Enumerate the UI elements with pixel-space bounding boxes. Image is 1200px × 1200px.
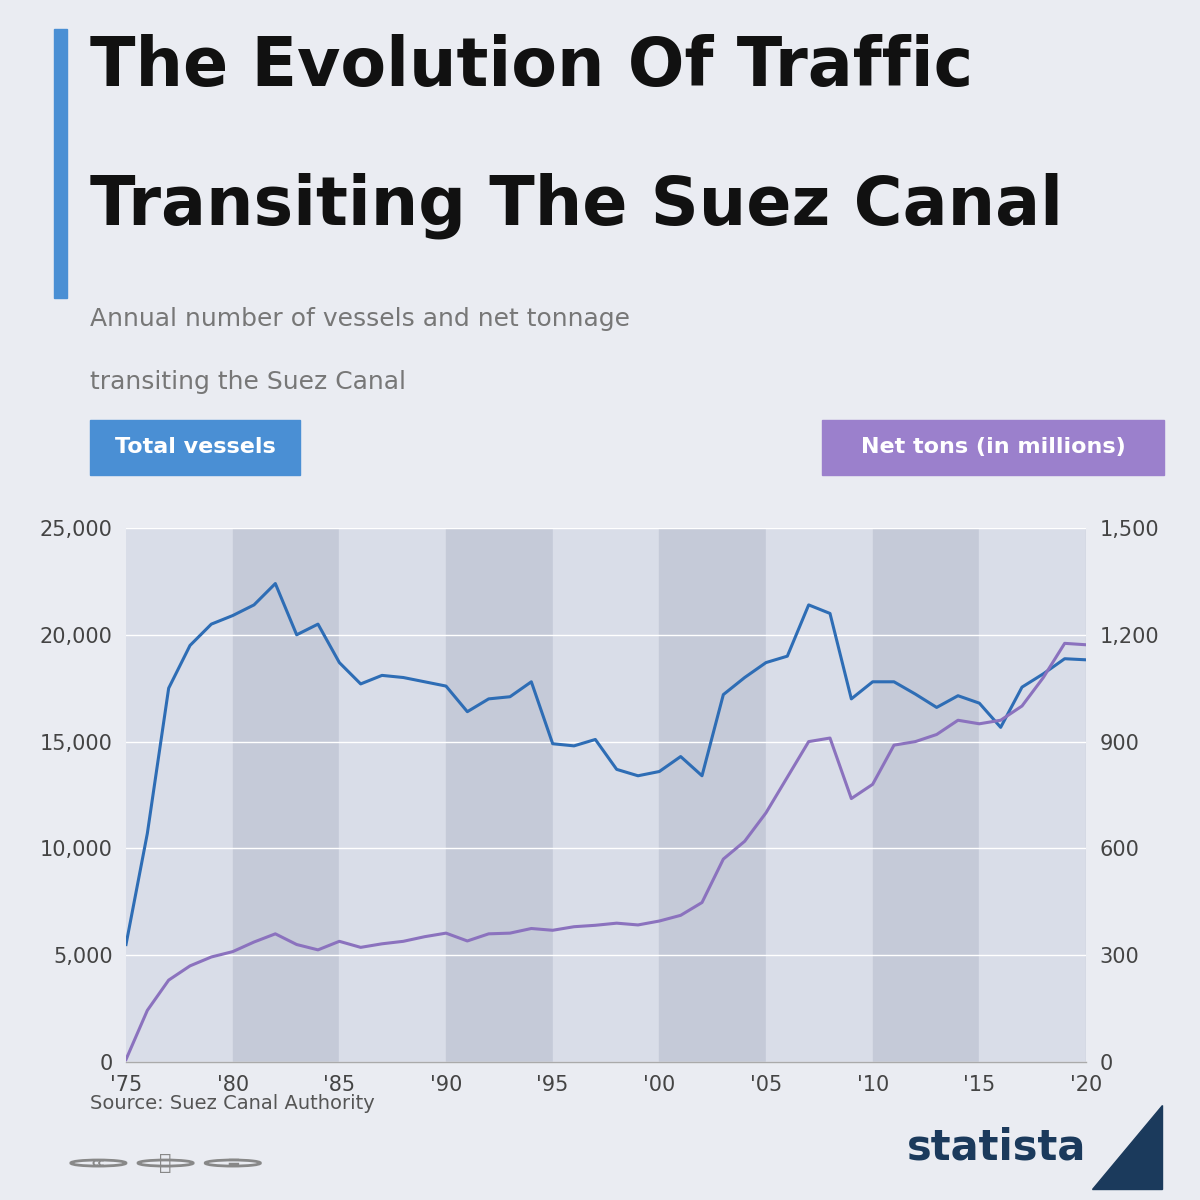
Text: =: = (226, 1154, 240, 1172)
Text: Source: Suez Canal Authority: Source: Suez Canal Authority (90, 1094, 374, 1114)
Text: Transiting The Suez Canal: Transiting The Suez Canal (90, 173, 1063, 239)
Bar (822, 420, 1164, 475)
Bar (233, 528, 340, 1062)
Bar (446, 528, 553, 1062)
Polygon shape (1092, 1105, 1162, 1189)
Bar (90, 420, 300, 475)
Bar (979, 528, 1086, 1062)
Bar (126, 528, 233, 1062)
Text: Annual number of vessels and net tonnage: Annual number of vessels and net tonnage (90, 307, 630, 331)
Bar (340, 528, 446, 1062)
Text: Total vessels: Total vessels (115, 437, 275, 457)
Bar (54, 29, 67, 298)
Bar (553, 528, 659, 1062)
Bar (766, 528, 872, 1062)
Text: cc: cc (91, 1158, 106, 1168)
Text: ⓘ: ⓘ (160, 1153, 172, 1174)
Text: statista: statista (907, 1126, 1086, 1169)
Text: Net tons (in millions): Net tons (in millions) (860, 437, 1126, 457)
Bar (659, 528, 766, 1062)
Bar (872, 528, 979, 1062)
Text: transiting the Suez Canal: transiting the Suez Canal (90, 370, 406, 394)
Text: The Evolution Of Traffic: The Evolution Of Traffic (90, 34, 973, 100)
